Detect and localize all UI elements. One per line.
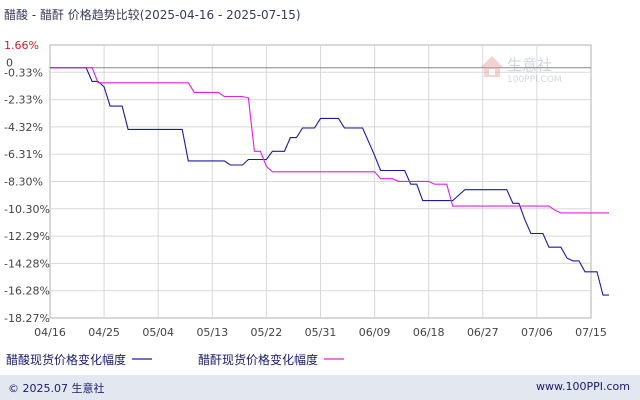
x-tick-label: 07/15: [575, 326, 607, 339]
y-zero-label: 0: [6, 57, 13, 70]
series-line-2: [50, 67, 609, 214]
watermark-logo-icon: [481, 56, 503, 77]
x-tick-label: 04/16: [34, 326, 66, 339]
x-tick-label: 04/25: [88, 326, 120, 339]
legend-label-1: 醋酸现货价格变化幅度: [6, 352, 126, 367]
y-tick-label: 1.66%: [4, 39, 39, 52]
watermark-brand: 生意社: [507, 56, 552, 74]
y-tick-label: -4.32%: [4, 121, 43, 134]
y-tick-label: -6.31%: [4, 148, 43, 161]
x-tick-label: 05/13: [196, 326, 228, 339]
legend-label-2: 醋酐现货价格变化幅度: [198, 352, 318, 367]
grid: [50, 45, 591, 318]
y-tick-label: -18.27%: [4, 312, 50, 325]
x-axis-ticks: 04/16 04/25 05/04 05/13 05/22 05/31 06/09 06/18…: [34, 326, 607, 339]
series-line-1: [50, 67, 609, 296]
x-tick-label: 05/31: [305, 326, 337, 339]
legend: 醋酸现货价格变化幅度 醋酐现货价格变化幅度: [6, 352, 345, 367]
chart: 醋酸 - 醋酐 价格趋势比较(2025-04-16 - 2025-07-15) …: [4, 7, 609, 367]
series-lines: [50, 67, 609, 296]
x-tick-label: 05/22: [251, 326, 283, 339]
footer-copyright: © 2025.07 生意社: [8, 382, 105, 395]
y-tick-label: -10.30%: [4, 203, 50, 216]
footer-link[interactable]: www.100PPI.com: [536, 380, 630, 393]
chart-title: 醋酸 - 醋酐 价格趋势比较(2025-04-16 - 2025-07-15): [4, 7, 301, 22]
x-tick-label: 06/18: [413, 326, 445, 339]
watermark-logo-icon-inner: [489, 69, 495, 75]
footer-bar: © 2025.07 生意社 www.100PPI.com: [0, 375, 640, 400]
y-tick-label: -14.28%: [4, 257, 50, 270]
y-tick-label: -8.30%: [4, 176, 43, 189]
y-tick-label: -16.28%: [4, 285, 50, 298]
x-tick-label: 06/27: [467, 326, 499, 339]
x-tick-label: 07/06: [521, 326, 553, 339]
watermark: 生意社 100PPI.COM: [481, 56, 562, 85]
watermark-url: 100PPI.COM: [507, 75, 562, 85]
y-tick-label: -12.29%: [4, 230, 50, 243]
y-tick-label: -2.33%: [4, 94, 43, 107]
y-axis-ticks: 1.66% -0.33% -2.33% -4.32% -6.31% -8.30% -10.3…: [4, 39, 50, 325]
x-tick-label: 05/04: [142, 326, 174, 339]
x-tick-label: 06/09: [359, 326, 391, 339]
y-tick-label: -0.33%: [4, 66, 43, 79]
